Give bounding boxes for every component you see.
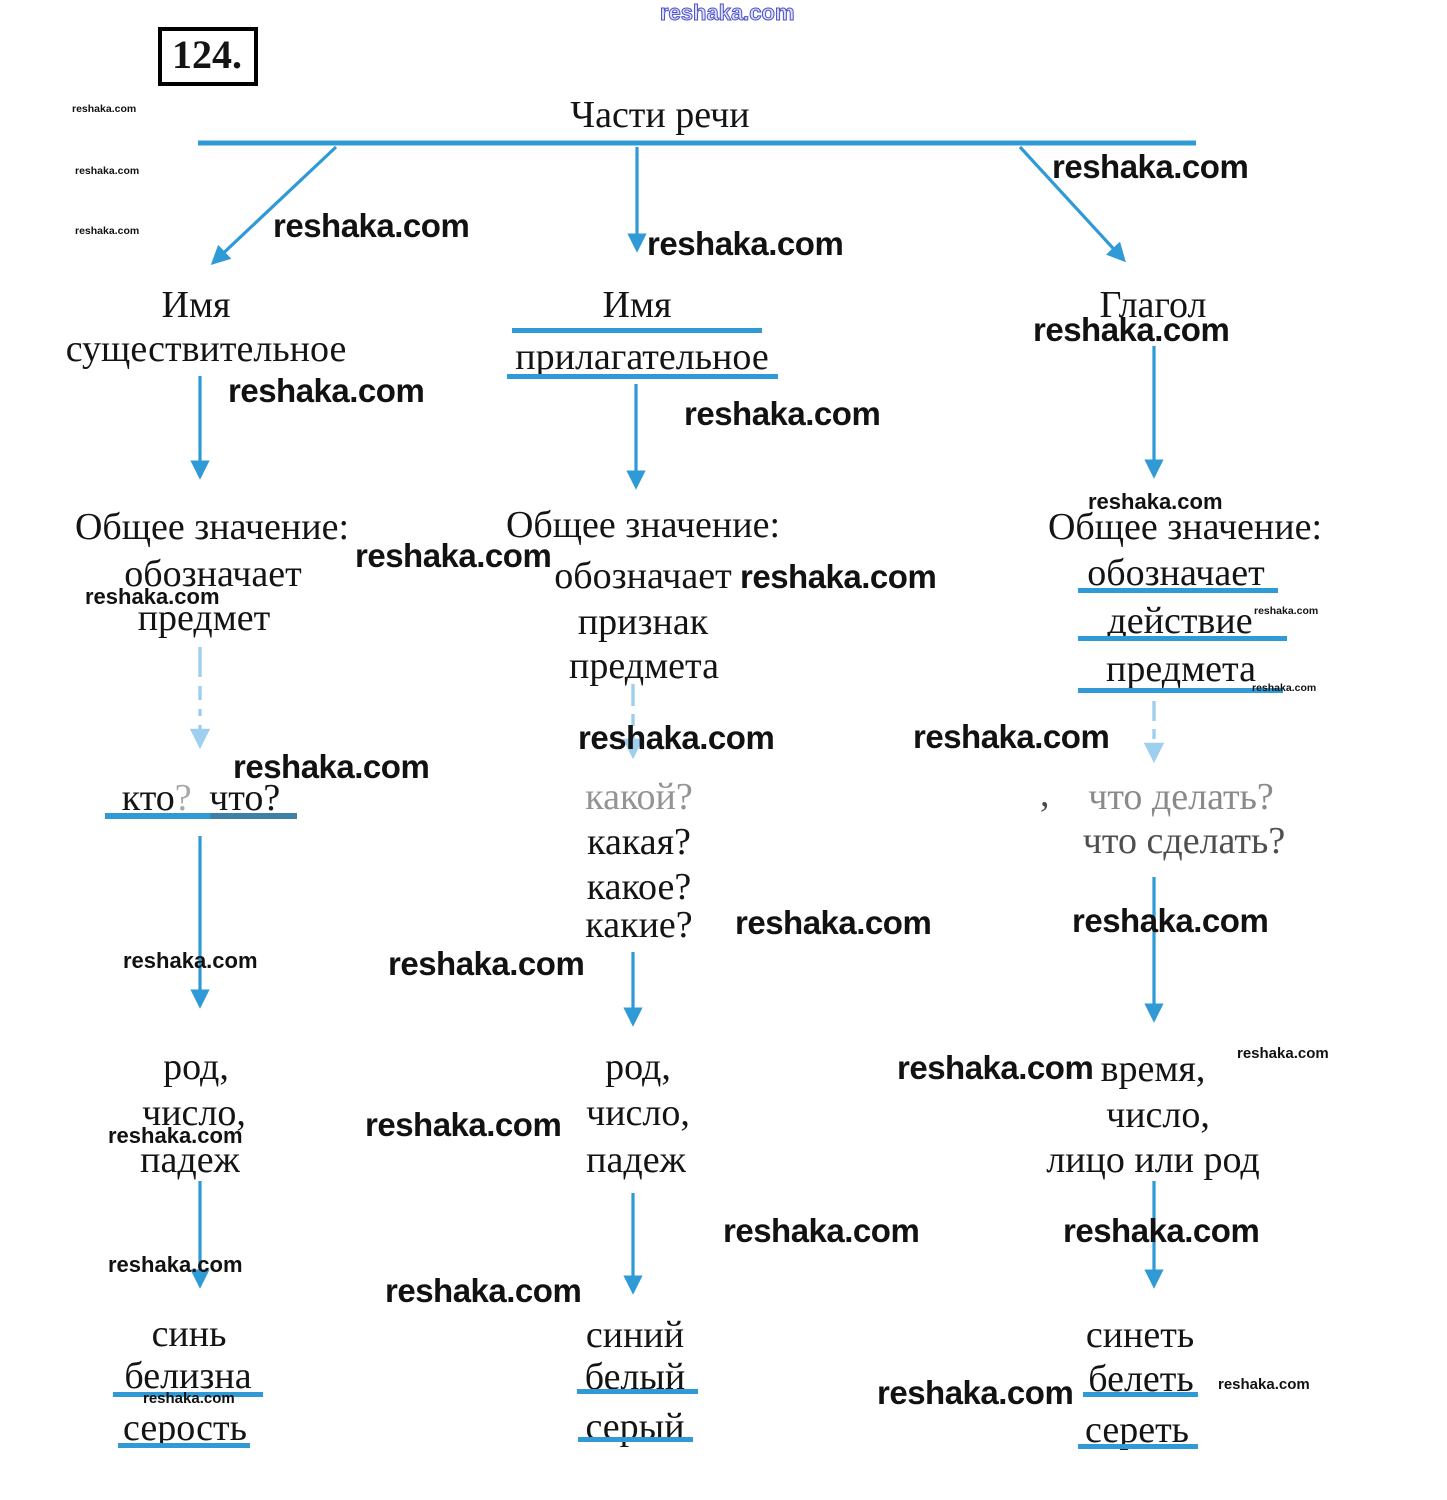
adjective-question-3: какое?: [586, 866, 692, 908]
underline-verb-example-2: [1083, 1392, 1198, 1397]
watermark: reshaka.com: [385, 1272, 582, 1309]
adjective-header-line1: Имя: [602, 284, 672, 326]
noun-example-3: серость: [123, 1407, 247, 1449]
watermark: reshaka.com: [1237, 1045, 1329, 1062]
verb-meaning-line2: обозначает: [1087, 552, 1265, 594]
watermark: reshaka.com: [1088, 489, 1223, 514]
watermark: reshaka.com: [233, 748, 430, 785]
noun-header-line1: Имя: [161, 284, 231, 326]
noun-feature-line3: падеж: [140, 1139, 240, 1181]
noun-feature-line2: число,: [142, 1092, 246, 1134]
noun-meaning-line3: предмет: [137, 597, 271, 639]
verb-header-line1: Глагол: [1099, 284, 1207, 326]
adjective-meaning-line4: предмета: [569, 645, 719, 687]
watermark: reshaka.com: [1254, 605, 1319, 617]
watermark: reshaka.com: [740, 558, 937, 595]
adjective-question-1: какой?: [585, 776, 693, 818]
noun-feature-line1: род,: [163, 1046, 229, 1088]
watermark: reshaka.com: [388, 945, 585, 982]
underline-adjective-header2: [507, 374, 778, 379]
underline-verb-meaning-3: [1078, 636, 1287, 641]
adjective-question-4: какие?: [585, 904, 693, 946]
underline-noun-example-2: [113, 1392, 263, 1397]
verb-meaning-line4: предмета: [1106, 648, 1256, 690]
adjective-meaning-line3: признак: [577, 601, 709, 643]
noun-question-mark1: ?: [174, 777, 192, 819]
watermark: reshaka.com: [660, 0, 796, 25]
watermark: reshaka.com: [684, 395, 881, 432]
verb-question-1: что делать?: [1088, 776, 1274, 818]
adjective-meaning-line2: обозначает: [554, 555, 732, 597]
adjective-meaning-line1: Общее значение:: [505, 504, 781, 546]
adjective-feature-line3: падеж: [586, 1139, 686, 1181]
watermark: reshaka.com: [75, 225, 140, 237]
watermark: reshaka.com: [897, 1049, 1094, 1086]
verb-question-2: что сделать?: [1082, 820, 1286, 862]
verb-comma: ,: [1040, 773, 1050, 815]
noun-question-word1: кто: [121, 777, 175, 819]
watermark: reshaka.com: [647, 225, 844, 262]
branch-arrow-verb: [1018, 145, 1126, 263]
watermark: reshaka.com: [85, 584, 220, 609]
underline-verb-example-3: [1078, 1444, 1198, 1449]
noun-meaning-line1: Общее значение:: [74, 506, 350, 548]
watermark: reshaka.com: [143, 1390, 235, 1407]
underline-noun-questions: [105, 813, 297, 819]
watermark: reshaka.com: [1063, 1212, 1260, 1249]
watermark: reshaka.com: [723, 1212, 920, 1249]
verb-feature-line1: время,: [1100, 1048, 1206, 1090]
noun-header-line2: существительное: [65, 328, 347, 370]
watermark: reshaka.com: [228, 372, 425, 409]
exercise-number: 124.: [158, 27, 258, 86]
watermark: reshaka.com: [1033, 311, 1230, 348]
watermark: reshaka.com: [877, 1374, 1074, 1411]
noun-example-2: белизна: [124, 1355, 252, 1397]
page-title: Части речи: [570, 94, 750, 136]
adjective-example-1: синий: [585, 1314, 685, 1356]
watermark: reshaka.com: [913, 718, 1110, 755]
branch-arrow-noun: [210, 145, 338, 265]
watermark: reshaka.com: [72, 103, 137, 115]
watermark: reshaka.com: [1072, 902, 1269, 939]
watermark: reshaka.com: [355, 537, 552, 574]
underline-adjective-example-2: [577, 1389, 698, 1394]
watermark: reshaka.com: [75, 165, 140, 177]
verb-meaning-line1: Общее значение:: [1047, 506, 1323, 548]
watermark: reshaka.com: [123, 948, 258, 973]
noun-questions: кто? что?: [121, 777, 281, 819]
noun-example-1: синь: [151, 1313, 227, 1355]
verb-meaning-line3: действие: [1107, 600, 1253, 642]
underline-adjective-example-3: [578, 1437, 693, 1442]
verb-feature-line3: лицо или род: [1046, 1139, 1260, 1181]
watermark: reshaka.com: [1218, 1376, 1310, 1393]
verb-feature-line2: число,: [1106, 1094, 1210, 1136]
underline-adjective-header1: [512, 328, 762, 333]
watermark: reshaka.com: [735, 904, 932, 941]
watermark: reshaka.com: [578, 719, 775, 756]
adjective-feature-line2: число,: [586, 1092, 690, 1134]
adjective-feature-line1: род,: [605, 1046, 671, 1088]
adjective-question-2: какая?: [587, 821, 691, 863]
underline-verb-meaning-2: [1078, 588, 1278, 593]
verb-example-1: синеть: [1085, 1314, 1195, 1356]
noun-question-word2: что?: [209, 777, 281, 819]
verb-example-3: сереть: [1085, 1409, 1189, 1451]
watermark: reshaka.com: [365, 1106, 562, 1143]
adjective-header-line2: прилагательное: [515, 336, 769, 378]
underline-noun-example-3: [118, 1443, 250, 1448]
noun-meaning-line2: обозначает: [124, 553, 302, 595]
watermark: reshaka.com: [108, 1123, 243, 1148]
watermark: reshaka.com: [273, 207, 470, 244]
watermark: reshaka.com: [1052, 148, 1249, 185]
watermark: reshaka.com: [1252, 682, 1317, 694]
watermark: reshaka.com: [108, 1252, 243, 1277]
underline-verb-meaning-4: [1078, 688, 1283, 693]
